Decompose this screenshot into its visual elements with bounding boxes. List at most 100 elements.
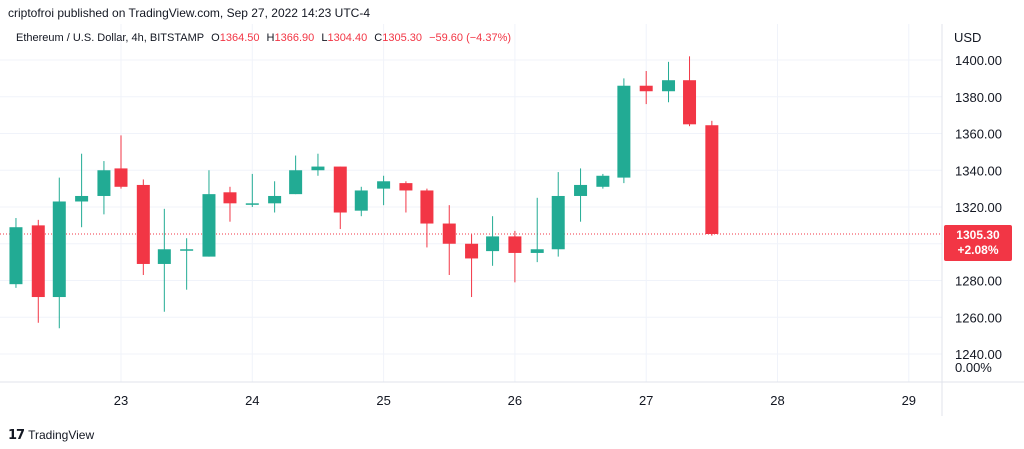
candle-body bbox=[617, 85, 631, 178]
open-value: 1364.50 bbox=[219, 32, 260, 44]
time-tick-label: 29 bbox=[902, 393, 916, 408]
publisher-caption: criptofroi published on TradingView.com,… bbox=[8, 6, 370, 20]
last-price-badge: 1305.30 +2.08% bbox=[944, 225, 1012, 261]
candle-body bbox=[465, 243, 479, 259]
candle-body bbox=[399, 183, 413, 191]
candle-body bbox=[311, 166, 325, 171]
candle-body bbox=[157, 249, 171, 264]
close-label: C bbox=[374, 32, 383, 44]
last-price-change: +2.08% bbox=[957, 243, 999, 257]
candle-up bbox=[662, 61, 676, 103]
candle-body bbox=[9, 227, 23, 285]
candle-body bbox=[662, 80, 676, 92]
tradingview-logo-icon: 𝟭𝟳 bbox=[8, 427, 25, 442]
candle-body bbox=[683, 80, 697, 125]
candle-body bbox=[31, 225, 45, 298]
candle-body bbox=[75, 195, 89, 202]
candle-body bbox=[333, 166, 347, 213]
candle-body bbox=[289, 170, 303, 195]
candle-up bbox=[530, 197, 544, 263]
high-label: H bbox=[266, 32, 275, 44]
candle-down bbox=[683, 56, 697, 127]
candle-up bbox=[75, 153, 89, 228]
candle-body bbox=[52, 201, 66, 298]
price-tick-label: 1340.00 bbox=[955, 163, 1002, 178]
candle-up bbox=[574, 168, 588, 222]
candle-up bbox=[289, 155, 303, 195]
time-tick-label: 26 bbox=[508, 393, 522, 408]
candle-down bbox=[333, 166, 347, 230]
candle-body bbox=[97, 170, 111, 196]
tradingview-brand[interactable]: 𝟭𝟳 TradingView bbox=[8, 427, 94, 443]
time-tick-label: 23 bbox=[114, 393, 128, 408]
last-price-value: 1305.30 bbox=[956, 228, 1000, 242]
candle-body bbox=[551, 195, 565, 250]
candle-up bbox=[486, 216, 500, 266]
candle-body bbox=[442, 223, 456, 244]
candle-up bbox=[596, 173, 610, 189]
candle-up bbox=[52, 177, 66, 329]
candle-body bbox=[114, 168, 128, 187]
candle-body bbox=[530, 249, 544, 253]
candle-body bbox=[202, 194, 216, 257]
candle-down bbox=[114, 135, 128, 189]
candles bbox=[9, 56, 719, 329]
candle-down bbox=[420, 188, 434, 248]
price-tick-label: 1320.00 bbox=[955, 200, 1002, 215]
candle-down bbox=[31, 219, 45, 323]
symbol-title: Ethereum / U.S. Dollar, 4h, BITSTAMP bbox=[16, 32, 205, 44]
grid-lines bbox=[0, 24, 1024, 416]
price-tick-label: 1260.00 bbox=[955, 310, 1002, 325]
candle-up bbox=[268, 181, 282, 213]
candle-body bbox=[639, 85, 653, 92]
candle-body bbox=[245, 203, 259, 205]
price-tick-label: 1360.00 bbox=[955, 127, 1002, 142]
time-tick-label: 27 bbox=[639, 393, 653, 408]
candle-body bbox=[377, 181, 391, 189]
candle-down bbox=[442, 205, 456, 275]
candle-up bbox=[157, 208, 171, 312]
candle-down bbox=[223, 186, 237, 222]
candle-down bbox=[465, 234, 479, 298]
candle-up bbox=[180, 238, 194, 290]
candle-up bbox=[551, 172, 565, 257]
candle-up bbox=[617, 78, 631, 184]
candle-down bbox=[639, 71, 653, 105]
percent-tick-label: 0.00% bbox=[955, 360, 992, 375]
candle-up bbox=[97, 161, 111, 215]
time-axis[interactable]: 23 24 25 26 27 28 29 bbox=[114, 393, 916, 408]
candle-up bbox=[245, 173, 259, 207]
candle-up bbox=[354, 186, 368, 217]
currency-label[interactable]: USD bbox=[954, 30, 982, 45]
candle-body bbox=[354, 190, 368, 211]
change-value: −59.60 (−4.37%) bbox=[429, 32, 512, 44]
candle-down bbox=[508, 230, 522, 283]
time-tick-label: 28 bbox=[770, 393, 784, 408]
candle-body bbox=[486, 236, 500, 252]
candle-up bbox=[311, 153, 325, 176]
candle-down bbox=[399, 181, 413, 213]
low-value: 1304.40 bbox=[327, 32, 368, 44]
time-tick-label: 25 bbox=[376, 393, 390, 408]
candle-body bbox=[420, 190, 434, 224]
candle-body bbox=[574, 184, 588, 196]
time-tick-label: 24 bbox=[245, 393, 259, 408]
candlestick-chart[interactable]: 1400.001380.001360.001340.001320.001300.… bbox=[0, 24, 1024, 416]
candle-up bbox=[202, 170, 216, 257]
candle-down bbox=[136, 179, 150, 275]
tradingview-brand-name: TradingView bbox=[28, 428, 95, 442]
candle-body bbox=[268, 195, 282, 204]
candle-body bbox=[596, 175, 610, 187]
candle-body bbox=[705, 125, 719, 235]
close-value: 1305.30 bbox=[382, 32, 422, 44]
price-tick-label: 1400.00 bbox=[955, 53, 1002, 68]
price-tick-label: 1280.00 bbox=[955, 274, 1002, 289]
candle-body bbox=[180, 249, 194, 251]
high-value: 1366.90 bbox=[274, 32, 315, 44]
low-label: L bbox=[321, 32, 328, 44]
price-axis[interactable]: 1400.001380.001360.001340.001320.001300.… bbox=[955, 53, 1002, 375]
candle-body bbox=[508, 236, 522, 253]
candle-down bbox=[705, 120, 719, 236]
symbol-legend: Ethereum / U.S. Dollar, 4h, BITSTAMP O13… bbox=[16, 32, 515, 44]
candle-up bbox=[377, 175, 391, 206]
